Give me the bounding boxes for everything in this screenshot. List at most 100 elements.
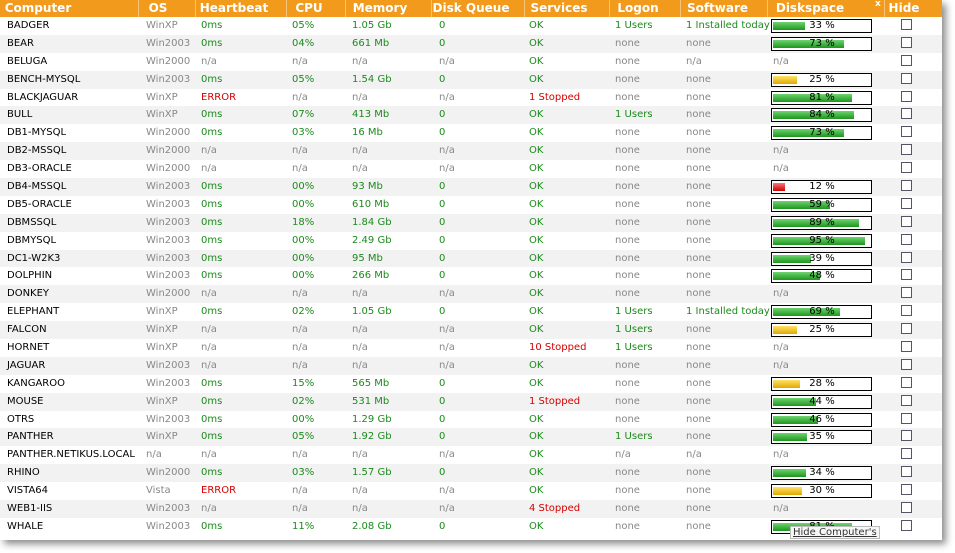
hide-checkbox[interactable] [901, 197, 912, 209]
hide-checkbox[interactable] [901, 162, 912, 174]
hide-checkbox[interactable] [901, 358, 912, 370]
table-row[interactable]: DBMSSQL Win2003 0ms 18% 1.84 Gb 0 OK none none 89… [0, 213, 942, 232]
table-row[interactable]: PANTHER WinXP 0ms 05% 1.92 Gb 0 OK 1 Users none 3… [0, 428, 942, 447]
hide-checkbox[interactable] [901, 448, 912, 460]
computer-name[interactable]: BEAR [7, 37, 34, 49]
header-memory[interactable]: Memory [352, 1, 408, 15]
table-row[interactable]: KANGAROO Win2003 0ms 15% 565 Mb 0 OK none none 28… [0, 375, 942, 393]
table-row[interactable]: DB1-MYSQL Win2000 0ms 03% 16 Mb 0 OK none none 73… [0, 124, 942, 142]
computer-name[interactable]: BELUGA [7, 55, 48, 67]
table-row[interactable]: MOUSE WinXP 0ms 02% 531 Mb 0 1 Stopped none none… [0, 392, 942, 411]
table-row[interactable]: PANTHER.NETIKUS.LOCAL n/a n/a n/a n/a n/a OK n/… [0, 446, 942, 464]
hide-checkbox[interactable] [901, 502, 912, 514]
computer-name[interactable]: PANTHER.NETIKUS.LOCAL [7, 449, 135, 461]
hide-checkbox[interactable] [901, 341, 912, 353]
table-row[interactable]: BULL WinXP 0ms 07% 413 Mb 0 OK 1 Users none 84 % [0, 106, 942, 125]
header-heartbeat[interactable]: Heartbeat [199, 1, 269, 15]
hide-checkbox[interactable] [901, 376, 912, 388]
hide-checkbox[interactable] [901, 90, 912, 102]
computer-name[interactable]: JAGUAR [7, 359, 46, 371]
hide-checkbox[interactable] [901, 287, 912, 299]
table-row[interactable]: RHINO Win2000 0ms 03% 1.57 Gb 0 OK none none 34 % [0, 464, 942, 483]
hide-checkbox[interactable] [901, 251, 912, 263]
hide-checkbox[interactable] [901, 466, 912, 478]
computer-name[interactable]: BENCH-MYSQL [7, 73, 81, 85]
table-row[interactable]: FALCON WinXP n/a n/a n/a n/a OK 1 Users none 25 % [0, 321, 942, 340]
computer-name[interactable]: WHALE [7, 520, 44, 532]
table-row[interactable]: BELUGA Win2000 n/a n/a n/a n/a OK none n/a n/a [0, 53, 942, 71]
close-icon[interactable]: x [875, 0, 881, 9]
hide-checkbox[interactable] [901, 108, 912, 120]
computer-name[interactable]: FALCON [7, 324, 47, 336]
hide-checkbox[interactable] [901, 233, 912, 245]
table-row[interactable]: DB5-ORACLE Win2003 0ms 00% 610 Mb 0 OK none none… [0, 196, 942, 214]
computer-name[interactable]: DB4-MSSQL [7, 181, 67, 193]
computer-name[interactable]: OTRS [7, 413, 35, 425]
computer-name[interactable]: WEB1-IIS [7, 503, 53, 515]
computer-name[interactable]: DBMYSQL [7, 234, 57, 246]
computer-name[interactable]: DB2-MSSQL [7, 145, 67, 157]
computer-name[interactable]: DBMSSQL [7, 216, 57, 228]
header-software[interactable]: Software [686, 1, 749, 15]
computer-name[interactable]: BULL [7, 109, 33, 121]
header-diskspace[interactable]: Diskspace [775, 1, 845, 15]
table-row[interactable]: DB4-MSSQL Win2003 0ms 00% 93 Mb 0 OK none none 12… [0, 178, 942, 196]
hide-checkbox[interactable] [901, 215, 912, 227]
table-row[interactable]: DONKEY Win2000 n/a n/a n/a n/a OK none none n/a [0, 285, 942, 304]
computer-name[interactable]: PANTHER [7, 431, 54, 443]
header-os[interactable]: OS [148, 1, 168, 15]
hide-checkbox[interactable] [901, 519, 912, 531]
hide-checkbox[interactable] [901, 54, 912, 66]
computer-name[interactable]: DC1-W2K3 [7, 252, 61, 264]
table-row[interactable]: JAGUAR Win2003 n/a n/a n/a n/a OK none none n/a [0, 356, 942, 375]
computer-name[interactable]: DB3-ORACLE [7, 163, 72, 175]
computer-name[interactable]: DOLPHIN [7, 270, 53, 282]
table-row[interactable]: DC1-W2K3 Win2003 0ms 00% 95 Mb 0 OK none none 39 … [0, 249, 942, 268]
computer-name[interactable]: DONKEY [7, 288, 50, 300]
header-logon[interactable]: Logon [617, 1, 659, 15]
hide-checkbox[interactable] [901, 36, 912, 48]
hide-checkbox[interactable] [901, 180, 912, 192]
hide-checkbox[interactable] [901, 19, 912, 30]
hide-checkbox[interactable] [901, 126, 912, 138]
computer-name[interactable]: MOUSE [7, 395, 44, 407]
table-row[interactable]: BLACKJAGUAR WinXP ERROR n/a n/a n/a 1 Stopped n… [0, 89, 942, 107]
header-services[interactable]: Services [530, 1, 588, 15]
header-disk-queue[interactable]: Disk Queue [432, 1, 510, 15]
computer-name[interactable]: DB5-ORACLE [7, 198, 72, 210]
table-row[interactable]: VISTA64 Vista ERROR n/a n/a n/a OK none none 30 % [0, 482, 942, 500]
table-row[interactable]: DBMYSQL Win2003 0ms 00% 2.49 Gb 0 OK none none 95… [0, 232, 942, 250]
table-row[interactable]: BENCH-MYSQL Win2003 0ms 05% 1.54 Gb 0 OK none no… [0, 70, 942, 89]
hide-checkbox[interactable] [901, 412, 912, 424]
table-row[interactable]: OTRS Win2003 0ms 00% 1.29 Gb 0 OK none none 46 % [0, 411, 942, 429]
computer-name[interactable]: RHINO [7, 467, 40, 479]
computer-name[interactable]: VISTA64 [7, 485, 49, 497]
table-row[interactable]: WEB1-IIS Win2003 n/a n/a n/a n/a 4 Stopped none… [0, 500, 942, 518]
heartbeat-cell: 0ms [201, 109, 223, 121]
table-row[interactable]: BADGER WinXP 0ms 05% 1.05 Gb 0 OK 1 Users 1 Inst… [0, 17, 942, 35]
hide-checkbox[interactable] [901, 323, 912, 335]
computer-name[interactable]: BADGER [7, 20, 50, 31]
computer-name[interactable]: KANGAROO [7, 377, 65, 389]
hide-checkbox[interactable] [901, 72, 912, 84]
hide-checkbox[interactable] [901, 394, 912, 406]
hide-checkbox[interactable] [901, 430, 912, 442]
header-computer[interactable]: Computer [4, 1, 72, 15]
hide-checkbox[interactable] [901, 305, 912, 317]
table-row[interactable]: ELEPHANT WinXP 0ms 02% 1.05 Gb 0 OK 1 Users 1 In… [0, 303, 942, 321]
hide-checkbox[interactable] [901, 484, 912, 496]
table-row[interactable]: DB3-ORACLE Win2000 n/a n/a n/a n/a OK none none n… [0, 160, 942, 178]
hide-checkbox[interactable] [901, 144, 912, 156]
computer-name[interactable]: DB1-MYSQL [7, 127, 67, 139]
hide-computers-button[interactable]: Hide Computer's [790, 526, 880, 539]
hide-checkbox[interactable] [901, 269, 912, 281]
table-row[interactable]: HORNET WinXP n/a n/a n/a n/a 10 Stopped 1 Users… [0, 339, 942, 357]
table-row[interactable]: DOLPHIN Win2003 0ms 00% 266 Mb 0 OK none none 48 … [0, 267, 942, 285]
computer-name[interactable]: BLACKJAGUAR [7, 91, 79, 103]
computer-name[interactable]: HORNET [7, 342, 50, 354]
table-row[interactable]: BEAR Win2003 0ms 04% 661 Mb 0 OK none none 73 % [0, 34, 942, 53]
computer-name[interactable]: ELEPHANT [7, 306, 60, 318]
header-cpu[interactable]: CPU [295, 1, 323, 15]
header-hide[interactable]: Hide [888, 1, 920, 15]
table-row[interactable]: DB2-MSSQL Win2000 n/a n/a n/a n/a OK none none n/… [0, 142, 942, 161]
